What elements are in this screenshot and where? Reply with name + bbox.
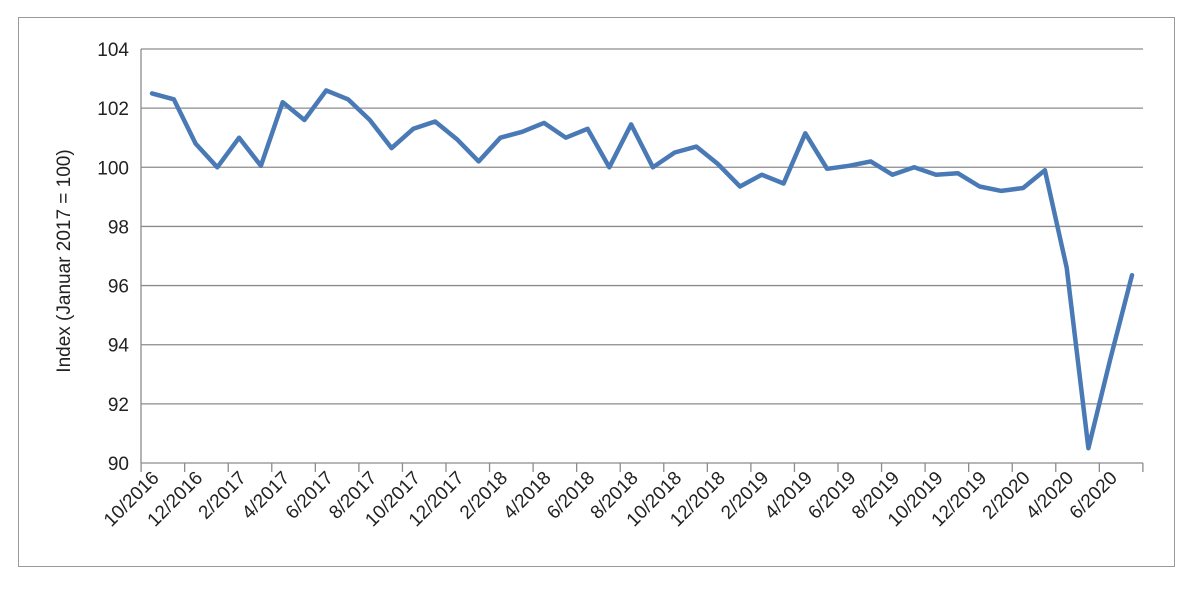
y-tick-label: 102 — [97, 99, 129, 120]
x-tick-label: 2/2020 — [979, 468, 1035, 524]
data-point — [324, 88, 328, 92]
data-point — [368, 118, 372, 122]
x-tick-label: 2/2019 — [717, 468, 773, 524]
data-point — [455, 137, 459, 141]
y-tick-label: 92 — [108, 395, 129, 416]
axes — [140, 49, 1144, 472]
gridlines — [141, 48, 1143, 464]
y-tick-label: 96 — [108, 277, 129, 298]
data-point — [782, 182, 786, 186]
y-tick-label: 94 — [108, 336, 130, 357]
data-point — [477, 159, 481, 163]
x-tick-label: 4/2018 — [500, 468, 556, 524]
x-tick-label: 2/2018 — [456, 468, 512, 524]
data-point — [302, 118, 306, 122]
data-point — [150, 91, 154, 95]
data-point — [1086, 446, 1090, 450]
data-point — [390, 146, 394, 150]
data-point — [629, 122, 633, 126]
data-point — [673, 151, 677, 154]
x-tick-label: 6/2017 — [282, 468, 338, 524]
y-tick-label: 98 — [108, 217, 129, 238]
data-point — [281, 100, 285, 104]
x-tick-label: 6/2018 — [543, 468, 599, 524]
x-tick-label: 6/2020 — [1066, 468, 1122, 524]
data-point — [869, 159, 873, 163]
data-point — [498, 136, 502, 140]
data-point — [194, 142, 198, 146]
y-tick-label: 100 — [97, 158, 129, 179]
data-point — [215, 165, 219, 169]
data-point — [1043, 168, 1047, 172]
x-tick-label: 4/2019 — [761, 468, 817, 524]
data-point — [172, 97, 176, 101]
x-tick-label: 6/2019 — [804, 468, 860, 524]
data-point — [1021, 186, 1025, 190]
data-point — [716, 162, 720, 166]
data-point — [1130, 273, 1134, 277]
data-point — [694, 145, 698, 149]
data-point — [760, 173, 764, 177]
y-axis-title: Index (Januar 2017 = 100) — [54, 149, 75, 372]
data-point — [259, 164, 263, 168]
data-point — [934, 173, 938, 177]
data-point — [956, 171, 960, 175]
data-point — [607, 165, 611, 169]
data-point — [433, 119, 437, 123]
x-tick-label: 4/2020 — [1022, 468, 1078, 524]
data-point — [890, 173, 894, 177]
data-point — [1065, 266, 1069, 270]
line-chart: 909294969810010210410/201612/20162/20174… — [54, 40, 1144, 531]
data-point — [978, 185, 982, 189]
data-point — [912, 165, 916, 169]
data-point — [237, 136, 241, 140]
series-line-0 — [149, 88, 1135, 451]
data-point — [542, 121, 546, 125]
x-tick-label: 2/2017 — [195, 468, 251, 524]
data-point — [586, 127, 590, 131]
data-point — [999, 189, 1003, 193]
data-point — [803, 131, 807, 135]
data-point — [520, 130, 524, 134]
y-tick-label: 104 — [97, 40, 129, 61]
data-point — [847, 164, 851, 168]
data-point — [738, 185, 742, 189]
series-layer — [149, 88, 1135, 451]
x-tick-label: 4/2017 — [238, 468, 294, 524]
y-tick-label: 90 — [108, 454, 129, 475]
chart-frame: 90 92 94 96 98 100 102 104 10/2016 12/2016 2/2017 4… — [18, 17, 1175, 567]
data-point — [564, 136, 568, 140]
data-point — [411, 127, 415, 131]
data-point — [825, 167, 829, 171]
data-point — [1108, 358, 1112, 361]
data-point — [346, 97, 350, 101]
data-point — [651, 165, 655, 169]
